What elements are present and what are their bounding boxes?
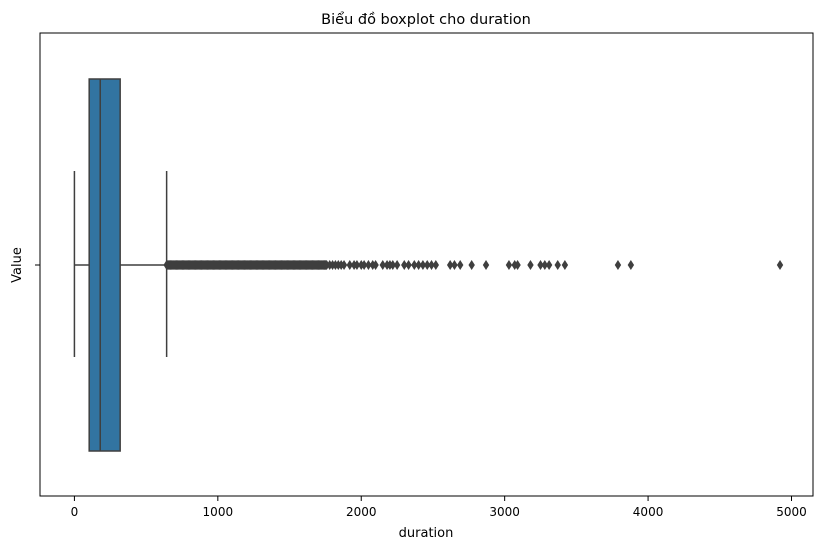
outlier-point — [401, 260, 408, 270]
outlier-point — [457, 260, 464, 270]
outlier-point — [627, 260, 635, 270]
outlier-point — [561, 260, 569, 270]
x-axis: 0 1000 2000 3000 4000 5000 — [71, 496, 807, 519]
outlier-point — [393, 260, 401, 270]
outlier-point — [505, 260, 513, 270]
outlier-point — [451, 260, 458, 270]
outlier-point — [446, 260, 454, 270]
x-tick-label: 5000 — [776, 505, 807, 519]
outlier-point — [372, 260, 379, 270]
outlier-point — [541, 260, 549, 270]
outlier-point — [353, 260, 361, 270]
outlier-dense-band — [163, 260, 330, 270]
x-tick-label: 1000 — [203, 505, 234, 519]
outlier-point — [389, 260, 396, 270]
x-tick-label: 0 — [71, 505, 79, 519]
outlier-point — [346, 260, 353, 270]
outlier-point — [415, 260, 422, 270]
plot-area — [73, 78, 784, 452]
x-axis-label: duration — [399, 526, 454, 541]
outlier-point — [340, 260, 348, 270]
outlier-point — [614, 260, 622, 270]
x-tick-label: 2000 — [346, 505, 377, 519]
x-tick-label: 3000 — [489, 505, 520, 519]
outlier-point — [428, 260, 435, 270]
outlier-point — [405, 260, 412, 270]
outlier-point — [514, 260, 521, 270]
y-axis-label: Value — [10, 247, 25, 283]
iqr-box — [88, 78, 121, 452]
x-tick-label: 4000 — [633, 505, 664, 519]
outlier-point — [432, 260, 440, 270]
outlier-point — [411, 260, 418, 270]
chart-title: Biểu đồ boxplot cho duration — [321, 11, 531, 28]
outlier-point — [424, 260, 431, 270]
outlier-point — [527, 260, 534, 270]
outlier-point — [365, 260, 372, 270]
outlier-point — [545, 260, 553, 270]
outlier-point — [379, 260, 386, 270]
outlier-point — [468, 260, 475, 270]
outlier-point — [776, 260, 784, 270]
outlier-point — [554, 260, 561, 270]
outlier-point — [360, 260, 368, 270]
outlier-point — [419, 260, 427, 270]
outlier-point — [537, 260, 544, 270]
outlier-point — [482, 260, 490, 270]
